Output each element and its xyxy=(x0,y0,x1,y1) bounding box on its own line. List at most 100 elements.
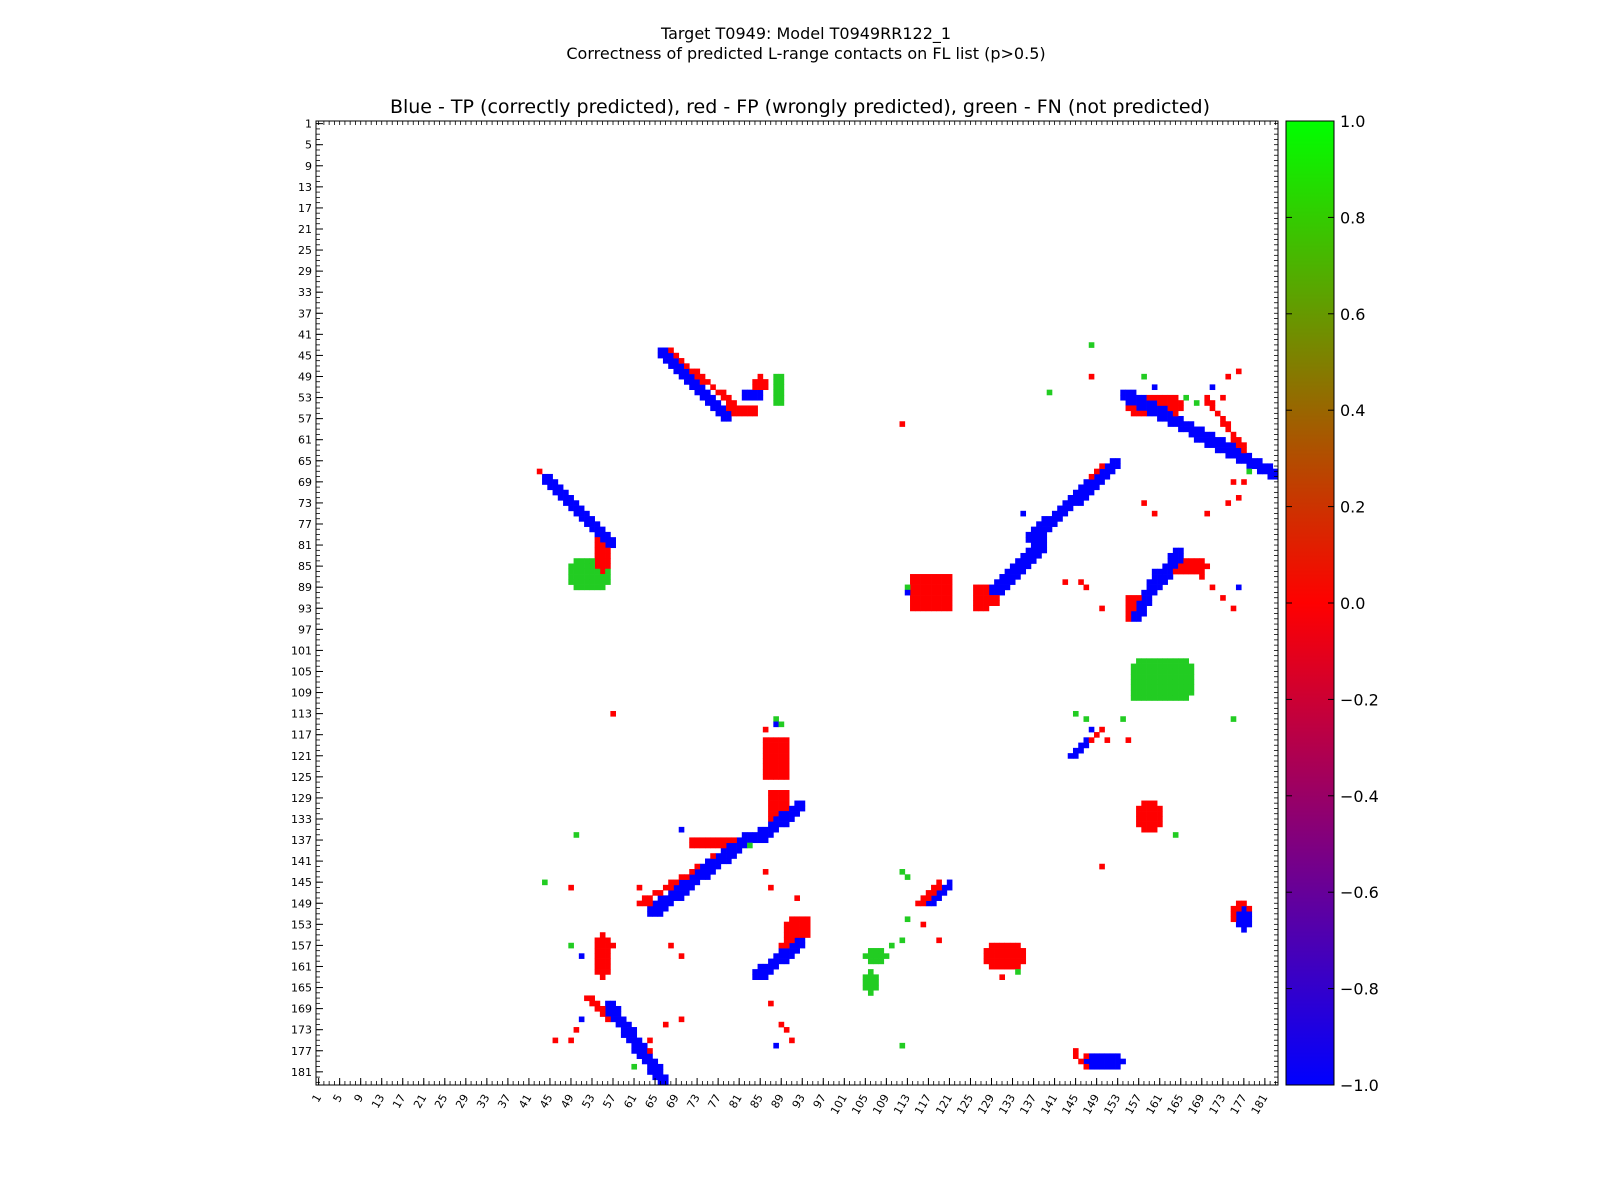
contact-cell-fp xyxy=(941,595,948,601)
y-tick-label: 89 xyxy=(298,581,312,594)
contact-cell-tp xyxy=(647,905,653,912)
contact-cell-tp xyxy=(999,584,1005,591)
contact-cell-tp xyxy=(783,948,790,954)
contact-cell-tp xyxy=(647,911,653,917)
contact-cell-fn xyxy=(1136,663,1142,670)
contact-cell-fn xyxy=(1162,674,1168,680)
contact-cell-tp xyxy=(1083,484,1090,491)
contact-cell-tp xyxy=(1046,526,1053,533)
figure-title-line2: Correctness of predicted L-range contact… xyxy=(566,44,1045,63)
contact-cell-tp xyxy=(1088,726,1095,733)
contact-cell-fn xyxy=(1136,695,1142,701)
contact-cell-fp xyxy=(910,595,916,601)
contact-cell-fn xyxy=(594,584,601,591)
contact-cell-tp xyxy=(1214,442,1221,448)
contact-cell-fp xyxy=(925,890,932,896)
contact-cell-tp xyxy=(705,400,711,406)
contact-cell-tp xyxy=(615,1016,622,1023)
contact-cell-tp xyxy=(773,721,779,728)
x-tick-label: 77 xyxy=(705,1092,723,1111)
contact-cell-fp xyxy=(652,890,659,896)
contact-cell-fp xyxy=(1172,568,1179,575)
contact-cell-tp xyxy=(620,1032,627,1038)
contact-cell-fp xyxy=(804,932,811,938)
contact-cell-tp xyxy=(705,869,711,875)
contact-cell-fp xyxy=(1172,410,1179,417)
contact-cell-fp xyxy=(668,879,674,886)
contact-cell-fn xyxy=(867,953,874,959)
contact-cell-fn xyxy=(1151,674,1158,680)
y-tick-label: 17 xyxy=(298,202,312,215)
contact-cell-fn xyxy=(573,584,580,591)
contact-cell-fn xyxy=(873,974,879,980)
contact-cell-tp xyxy=(1104,463,1111,470)
contact-cell-tp xyxy=(705,394,711,401)
contact-cell-fn xyxy=(1141,695,1147,701)
contact-cell-tp xyxy=(636,1048,643,1054)
contact-cell-fn xyxy=(773,384,779,391)
contact-cell-tp xyxy=(999,589,1005,596)
contact-cell-tp xyxy=(1151,410,1158,417)
contact-cell-fn xyxy=(589,574,595,580)
y-tick-label: 49 xyxy=(298,370,312,383)
contact-cell-tp xyxy=(699,869,706,875)
contact-cell-fp xyxy=(988,958,995,965)
contact-cell-fp xyxy=(1136,821,1142,828)
contact-cell-fp xyxy=(973,584,979,591)
contact-cell-tp xyxy=(678,890,685,896)
contact-cell-fn xyxy=(1162,658,1168,664)
contact-cell-fn xyxy=(778,389,785,396)
contact-cell-fn xyxy=(573,563,580,570)
contact-cell-fn xyxy=(599,574,606,580)
contact-cell-tp xyxy=(752,974,758,980)
y-tick-label: 165 xyxy=(291,982,312,995)
contact-cell-fp xyxy=(1178,405,1184,412)
contact-cell-tp xyxy=(726,847,732,854)
contact-cell-tp xyxy=(1151,405,1158,412)
contact-cell-tp xyxy=(1193,426,1200,433)
contact-cell-fn xyxy=(573,558,580,564)
contact-cell-fp xyxy=(789,916,795,923)
contact-cell-tp xyxy=(1151,584,1158,591)
contact-cell-fp xyxy=(1151,826,1158,833)
contact-cell-tp xyxy=(1146,600,1153,606)
contact-cell-fp xyxy=(778,942,785,949)
contact-cell-fp xyxy=(936,574,942,580)
contact-cell-tp xyxy=(1067,753,1074,759)
contact-cell-fp xyxy=(662,1021,669,1028)
y-tick-label: 145 xyxy=(291,876,312,889)
contact-cell-tp xyxy=(1172,552,1179,559)
contact-cell-fn xyxy=(1188,663,1195,670)
contact-cell-fp xyxy=(1178,400,1184,406)
contact-cell-tp xyxy=(641,1042,648,1049)
y-tick-label: 149 xyxy=(291,897,312,910)
contact-cell-tp xyxy=(678,884,685,891)
contact-cell-tp xyxy=(1256,463,1263,470)
contact-cell-fn xyxy=(1088,342,1095,348)
contact-cell-tp xyxy=(1241,926,1247,933)
contact-cell-fp xyxy=(773,737,779,743)
contact-cell-fp xyxy=(689,837,695,844)
contact-cell-fp xyxy=(946,589,953,596)
contact-cell-tp xyxy=(741,832,748,838)
contact-cell-fn xyxy=(1178,679,1184,685)
contact-cell-fn xyxy=(578,558,585,564)
contact-cell-tp xyxy=(1136,605,1142,612)
contact-cell-tp xyxy=(1041,531,1048,538)
contact-cell-fp xyxy=(778,1021,785,1028)
contact-cell-tp xyxy=(699,384,706,391)
contact-cell-fp xyxy=(594,1000,601,1007)
contact-cell-tp xyxy=(683,379,690,385)
contact-cell-tp xyxy=(1030,526,1037,533)
contact-cell-tp xyxy=(605,1000,611,1007)
y-tick-label: 65 xyxy=(298,455,312,468)
contact-cell-fp xyxy=(1083,1063,1090,1070)
contact-cell-fp xyxy=(983,600,990,606)
contact-cell-fp xyxy=(599,552,606,559)
contact-cell-tp xyxy=(705,874,711,880)
contact-cell-fn xyxy=(862,953,869,959)
contact-cell-fp xyxy=(778,737,785,743)
contact-cell-tp xyxy=(1225,442,1232,448)
x-tick-label: 13 xyxy=(369,1092,387,1111)
contact-cell-fp xyxy=(1235,495,1242,501)
